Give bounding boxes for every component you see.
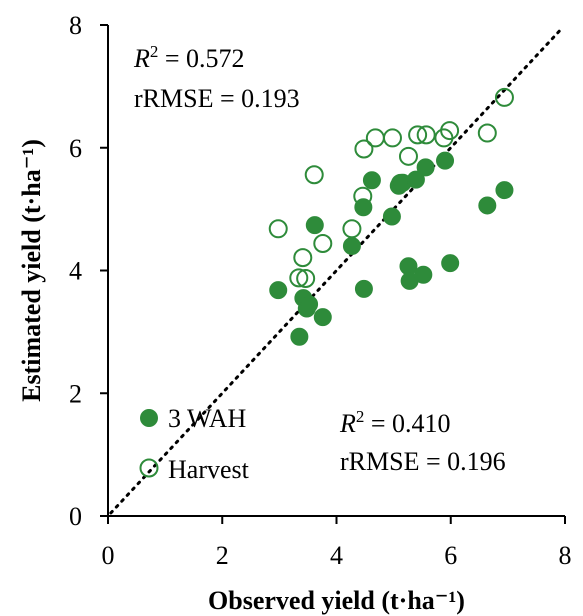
data-point-harvest [313, 233, 333, 253]
data-point-3-wah [313, 308, 332, 327]
x-tick-label: 4 [330, 541, 343, 570]
data-point-harvest [354, 139, 374, 159]
data-point-harvest [440, 121, 460, 141]
x-tick-label: 8 [559, 541, 572, 570]
data-point-3-wah [362, 171, 381, 190]
legend-label-harvest: Harvest [168, 455, 250, 484]
data-point-harvest [382, 128, 402, 148]
data-point-3-wah [342, 236, 361, 255]
y-tick-label: 0 [69, 502, 82, 531]
x-axis-title: Observed yield (t·ha⁻¹) [208, 586, 465, 615]
data-point-harvest [342, 219, 362, 239]
data-point-harvest [293, 248, 313, 268]
data-point-harvest [365, 128, 385, 148]
x-tick-label: 2 [216, 541, 229, 570]
data-point-harvest [494, 87, 514, 107]
data-point-3-wah [416, 158, 435, 177]
data-point-3-wah [354, 279, 373, 298]
data-point-harvest [268, 219, 288, 239]
data-point-harvest [398, 146, 418, 166]
data-point-harvest [353, 186, 373, 206]
y-tick-label: 6 [69, 134, 82, 163]
data-point-3-wah [305, 216, 324, 235]
x-tick-label: 0 [102, 541, 115, 570]
data-point-3-wah [414, 265, 433, 284]
harvest-stat-rrmse: rRMSE = 0.193 [134, 84, 300, 113]
data-point-harvest [416, 125, 436, 145]
wah-stat-r2: R2 = 0.410 [339, 407, 451, 438]
data-point-3-wah [441, 254, 460, 273]
legend-marker-harvest [139, 458, 159, 478]
data-point-3-wah [290, 327, 309, 346]
data-point-3-wah [478, 196, 497, 215]
data-point-3-wah [300, 295, 319, 314]
y-tick-label: 4 [69, 257, 82, 286]
data-point-harvest [390, 173, 410, 193]
y-tick-label: 2 [69, 379, 82, 408]
y-tick-label: 8 [69, 11, 82, 40]
x-tick-label: 6 [444, 541, 457, 570]
data-point-harvest [289, 268, 309, 288]
data-point-3-wah [382, 207, 401, 226]
one-to-one-line [109, 26, 564, 515]
data-point-harvest [296, 268, 316, 288]
data-point-3-wah [495, 181, 514, 200]
data-point-3-wah [269, 281, 288, 300]
legend-marker-3-wah [140, 409, 158, 427]
y-axis-title: Estimated yield (t·ha⁻¹) [17, 139, 46, 402]
data-point-harvest [408, 125, 428, 145]
wah-stat-rrmse: rRMSE = 0.196 [340, 447, 506, 476]
data-point-harvest [304, 165, 324, 185]
data-point-harvest [477, 123, 497, 143]
data-point-3-wah [436, 151, 455, 170]
harvest-stat-r2: R2 = 0.572 [133, 42, 245, 73]
plot-layer: 0 2 4 6 8 0 2 4 6 8 Observed yield (t·ha⁻¹) Estimat… [17, 11, 572, 615]
legend-label-3-wah: 3 WAH [168, 404, 246, 433]
